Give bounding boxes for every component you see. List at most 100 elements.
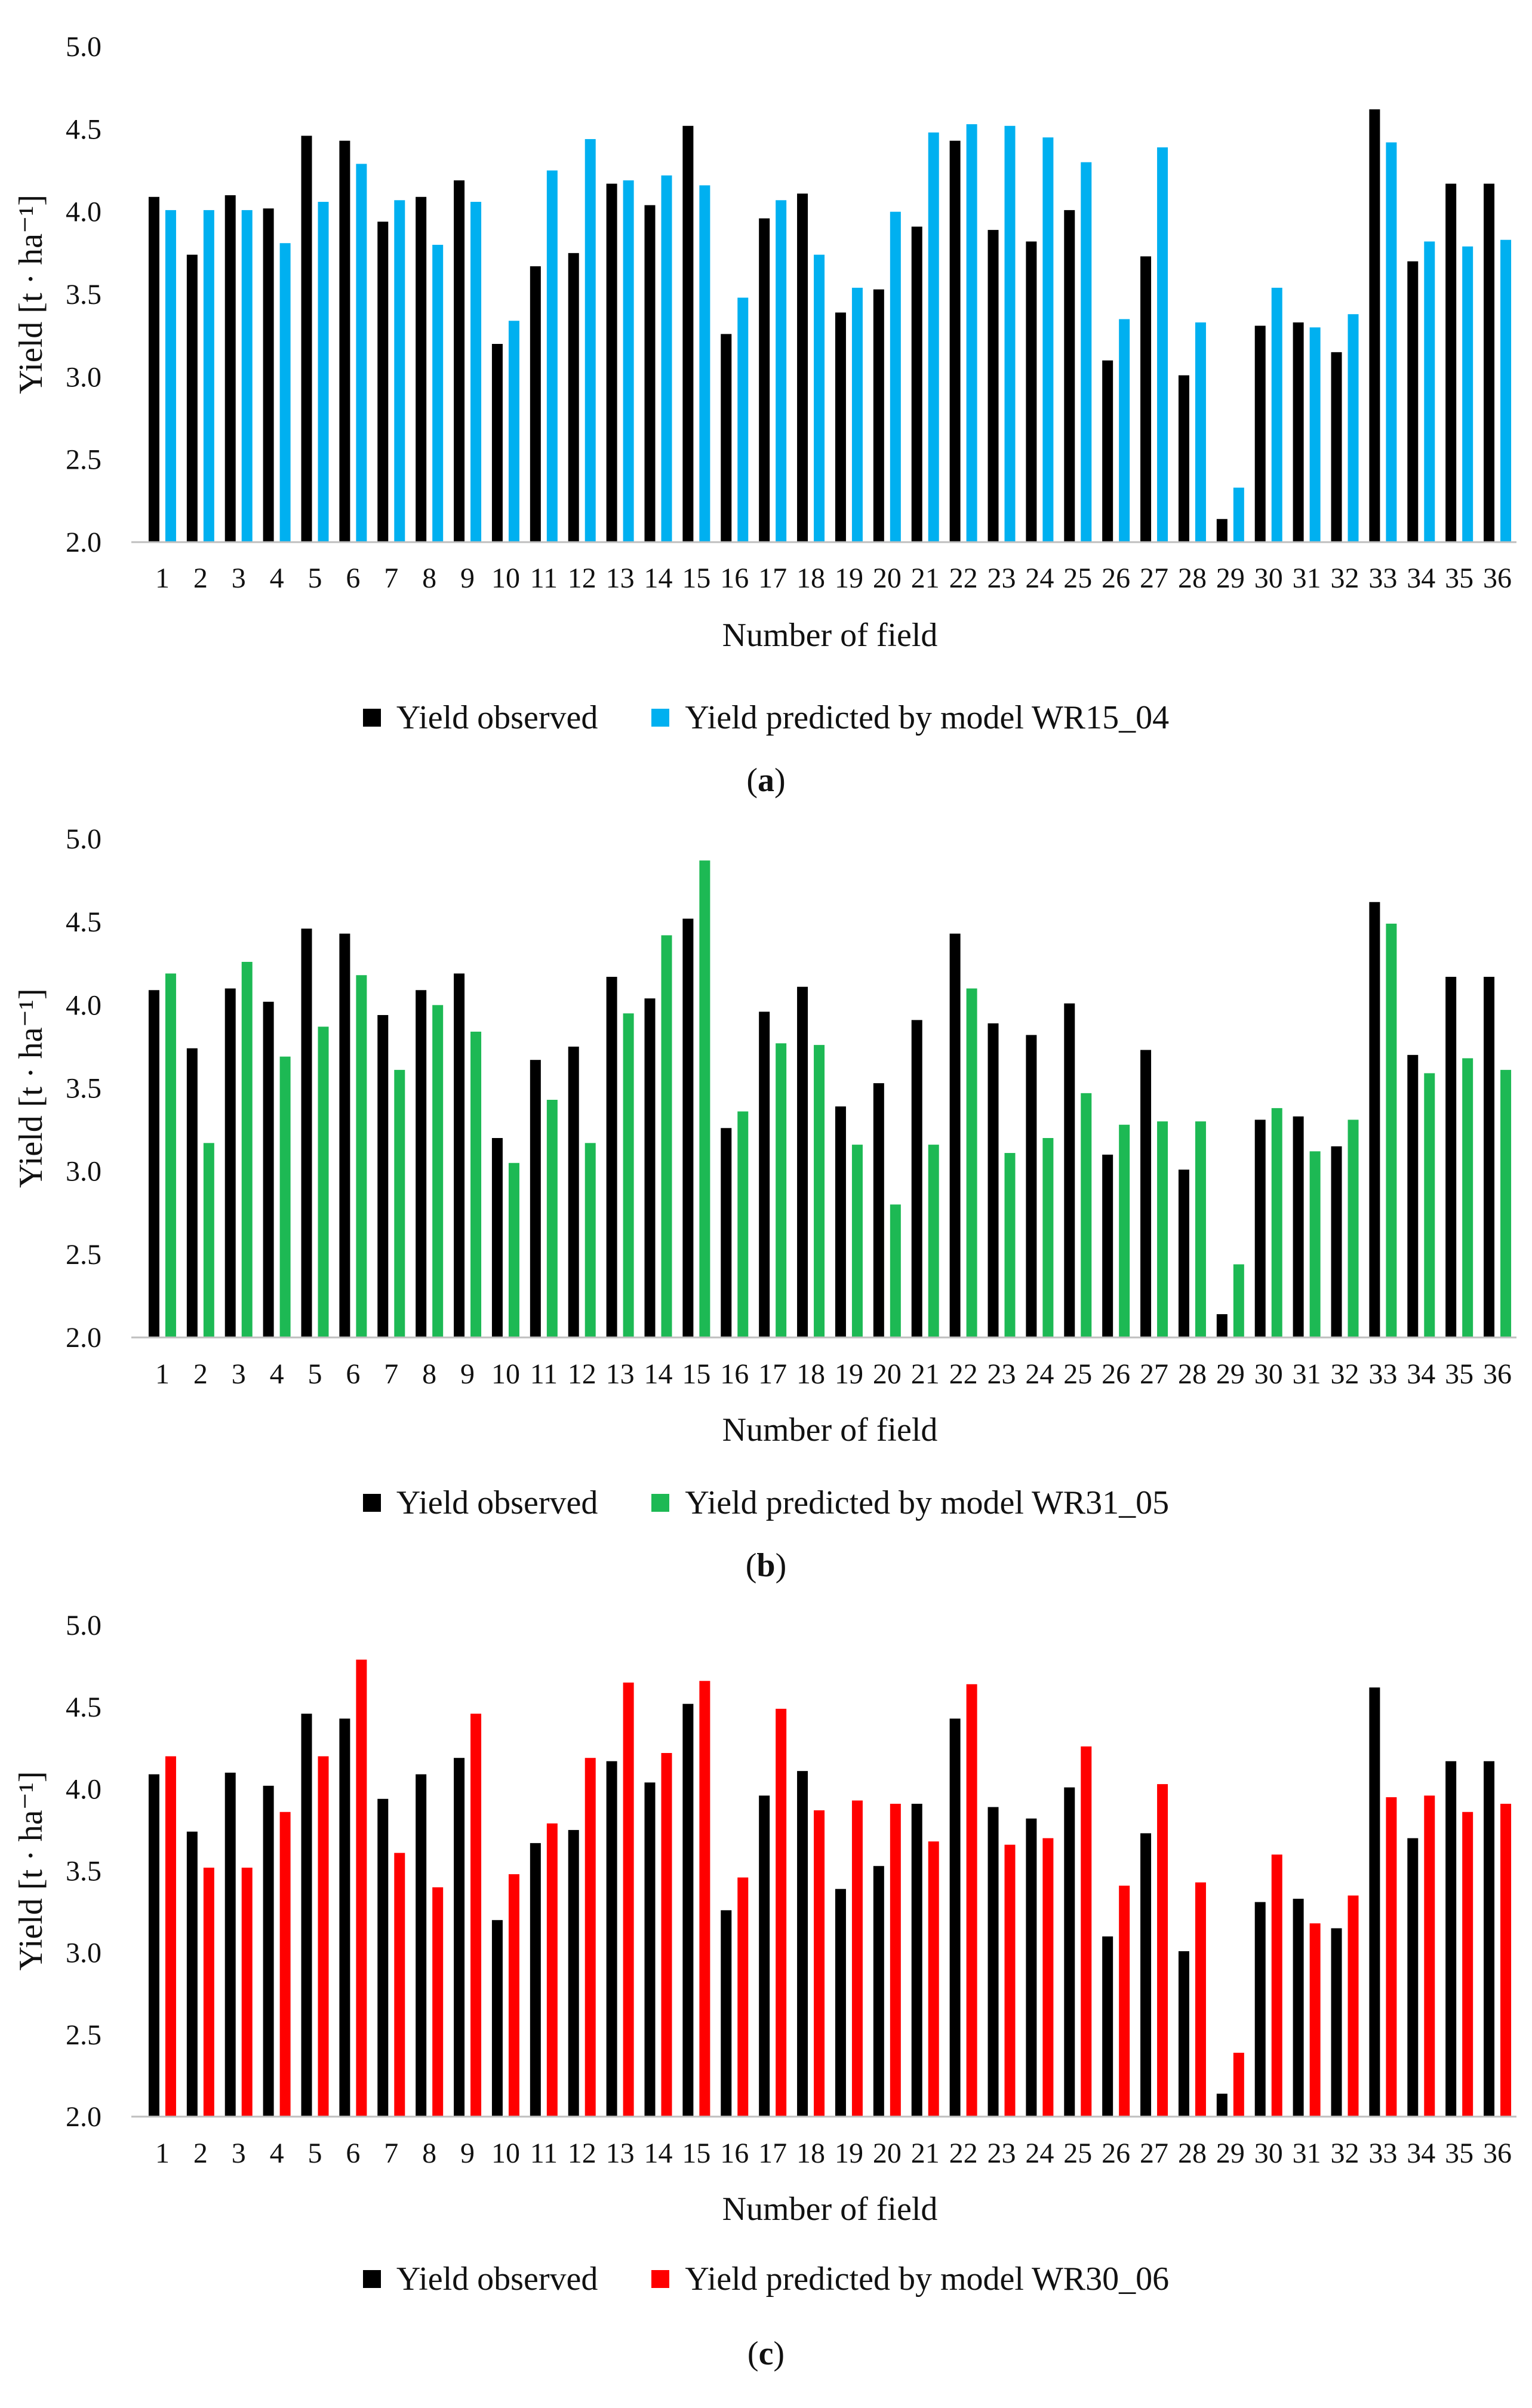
bar-observed-field-36 (1484, 977, 1495, 1337)
bar-observed-field-18 (797, 1771, 808, 2117)
bar-observed-field-20 (873, 1083, 884, 1337)
x-tick-label: 35 (1445, 2138, 1473, 2169)
bar-predicted-field-22 (966, 124, 977, 543)
x-tick-label: 11 (530, 1358, 558, 1390)
bar-predicted-field-24 (1042, 1838, 1054, 2117)
bar-predicted-field-2 (203, 1868, 214, 2117)
x-tick-label: 7 (384, 562, 398, 594)
bar-observed-field-31 (1293, 1899, 1304, 2117)
bar-observed-field-29 (1216, 2093, 1228, 2117)
bar-predicted-field-20 (890, 1804, 901, 2117)
chart-b: 2.02.53.03.54.04.55.01 2 3 4 5 6 7 8 9 10 11 12 13 14… (13, 823, 1516, 1449)
bar-predicted-field-5 (318, 1026, 329, 1337)
bar-predicted-field-6 (356, 1659, 367, 2117)
x-tick-label: 36 (1483, 1358, 1512, 1390)
x-axis-label: Number of field (722, 2191, 938, 2228)
x-tick-label: 22 (949, 1358, 978, 1390)
x-tick-label: 31 (1293, 2138, 1321, 2169)
x-tick-label: 23 (988, 562, 1016, 594)
bar-observed-field-10 (491, 1920, 503, 2117)
bar-observed-field-12 (568, 1829, 579, 2117)
x-tick-label: 24 (1025, 2138, 1054, 2169)
legend-item-predicted: Yield predicted by model WR31_05 (651, 1484, 1169, 1522)
bar-observed-field-3 (224, 195, 236, 542)
bar-observed-field-11 (530, 266, 541, 542)
bar-predicted-field-17 (776, 200, 787, 542)
bar-observed-field-34 (1407, 1838, 1419, 2117)
bar-observed-field-3 (224, 1772, 236, 2117)
x-tick-label: 25 (1063, 2138, 1092, 2169)
bar-predicted-field-10 (508, 1163, 519, 1337)
bar-predicted-field-4 (279, 243, 291, 542)
bar-predicted-field-36 (1500, 239, 1512, 542)
bar-predicted-field-11 (546, 1099, 558, 1337)
x-tick-label: 6 (346, 2138, 360, 2169)
bar-observed-field-1 (148, 990, 159, 1337)
y-tick-label: 3.0 (66, 361, 101, 393)
x-tick-label: 9 (460, 1358, 475, 1390)
bar-predicted-field-25 (1081, 162, 1092, 543)
x-tick-label: 36 (1483, 562, 1512, 594)
bar-observed-field-6 (339, 1718, 350, 2117)
bar-observed-field-28 (1178, 375, 1189, 542)
y-tick-label: 4.0 (66, 1773, 101, 1805)
x-tick-label: 33 (1368, 1358, 1397, 1390)
bar-predicted-field-18 (814, 254, 825, 542)
x-tick-label: 29 (1216, 2138, 1245, 2169)
bar-observed-field-11 (530, 1843, 541, 2117)
bar-observed-field-17 (759, 218, 770, 542)
bar-observed-field-4 (263, 1001, 274, 1337)
bar-predicted-field-36 (1500, 1069, 1512, 1337)
bar-observed-field-16 (721, 1128, 732, 1337)
bar-observed-field-9 (454, 1758, 465, 2117)
bar-observed-field-19 (835, 312, 846, 542)
bar-predicted-field-35 (1462, 246, 1473, 542)
bar-predicted-field-31 (1309, 1923, 1321, 2117)
x-tick-label: 27 (1140, 2138, 1168, 2169)
x-tick-label: 21 (911, 1358, 940, 1390)
x-tick-label: 13 (606, 562, 635, 594)
y-tick-label: 2.0 (66, 1322, 101, 1354)
bar-predicted-field-12 (585, 139, 596, 542)
x-tick-label: 12 (568, 2138, 596, 2169)
x-tick-label: 28 (1178, 1358, 1207, 1390)
x-tick-label: 6 (346, 1358, 360, 1390)
chart-c: 2.02.53.03.54.04.55.01 2 3 4 5 6 7 8 9 10 11 12 13 14… (13, 1610, 1516, 2228)
bar-predicted-field-16 (737, 297, 749, 542)
bar-predicted-field-8 (432, 1005, 444, 1337)
y-tick-label: 5.0 (66, 31, 101, 63)
x-tick-label: 28 (1178, 2138, 1207, 2169)
x-tick-label: 5 (308, 2138, 322, 2169)
bar-predicted-field-7 (394, 1069, 405, 1337)
x-tick-label: 15 (682, 1358, 710, 1390)
bar-predicted-field-34 (1424, 1795, 1435, 2117)
x-tick-label: 24 (1025, 1358, 1054, 1390)
bar-predicted-field-6 (356, 975, 367, 1337)
y-tick-label: 4.0 (66, 196, 101, 228)
x-tick-label: 32 (1331, 2138, 1359, 2169)
x-tick-label: 34 (1407, 562, 1435, 594)
bar-predicted-field-31 (1309, 1151, 1321, 1337)
x-tick-label: 25 (1063, 562, 1092, 594)
bar-observed-field-27 (1140, 256, 1152, 542)
bar-observed-field-18 (797, 986, 808, 1337)
chart-a: 2.02.53.03.54.04.55.01 2 3 4 5 6 7 8 9 10 11 12 13 14… (13, 31, 1516, 654)
bar-predicted-field-32 (1348, 1895, 1359, 2117)
y-tick-label: 4.5 (66, 113, 101, 145)
bar-predicted-field-32 (1348, 1120, 1359, 1337)
y-axis-label: Yield [t · ha⁻¹] (13, 1771, 50, 1970)
legend-swatch-observed (362, 709, 381, 727)
x-tick-label: 35 (1445, 562, 1473, 594)
bar-observed-field-12 (568, 1046, 579, 1337)
bar-predicted-field-15 (699, 1681, 710, 2117)
bar-observed-field-21 (911, 1804, 922, 2117)
bar-observed-field-16 (721, 1910, 732, 2117)
bar-observed-field-17 (759, 1011, 770, 1337)
bar-predicted-field-13 (623, 180, 634, 543)
caption-c: (c) (747, 2335, 785, 2372)
bar-predicted-field-26 (1119, 1124, 1130, 1337)
bar-observed-field-7 (377, 1015, 389, 1337)
y-tick-label: 2.0 (66, 527, 101, 558)
bar-observed-field-30 (1254, 1902, 1266, 2117)
legend-swatch-predicted (651, 709, 670, 727)
